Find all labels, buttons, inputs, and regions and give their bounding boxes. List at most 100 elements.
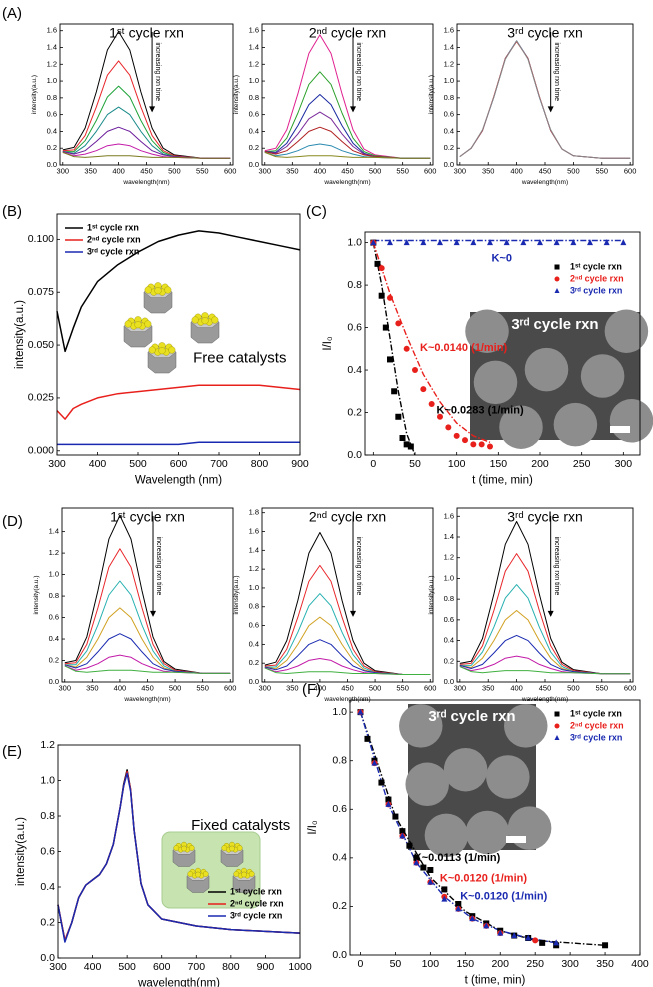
plot-frame <box>364 231 641 456</box>
data-point <box>462 437 468 444</box>
data-line <box>264 34 431 159</box>
data-line <box>264 667 431 675</box>
y-tick-label: 1.6 <box>47 26 57 35</box>
y-tick-label: 0.0 <box>40 952 55 964</box>
x-tick-label: 0 <box>358 958 364 970</box>
x-tick-label: 500 <box>369 684 382 693</box>
y-tick-label: 0.6 <box>40 845 55 857</box>
data-point <box>470 441 477 448</box>
x-tick-label: 400 <box>112 167 125 176</box>
x-tick-label: 400 <box>631 958 649 970</box>
inset-particle <box>553 402 598 447</box>
particle <box>191 316 199 324</box>
y-tick-label: 1.4 <box>47 42 57 51</box>
data-line <box>459 553 631 675</box>
x-tick-label: 600 <box>424 684 437 693</box>
chart-title: 1ˢᵗ cycle rxn <box>110 509 185 525</box>
y-tick-label: 1.0 <box>249 583 259 592</box>
x-tick-label: 900 <box>291 458 309 470</box>
x-tick-label: 700 <box>210 458 228 470</box>
panel-label: (B) <box>2 203 22 220</box>
y-axis-label: intensity(a.u.) <box>428 575 435 614</box>
data-point <box>532 937 539 944</box>
data-line <box>264 639 431 675</box>
panel-label: (E) <box>2 743 22 760</box>
data-point <box>427 878 434 885</box>
data-point <box>570 239 577 246</box>
x-tick-label: 600 <box>624 167 637 176</box>
legend-marker <box>554 711 560 717</box>
x-tick-label: 450 <box>141 684 154 693</box>
x-tick-label: 400 <box>114 684 127 693</box>
x-tick-label: 300 <box>57 167 70 176</box>
y-tick-label: 1.0 <box>40 774 55 786</box>
y-tick-label: 0.6 <box>332 803 347 815</box>
arrow-head <box>350 610 357 617</box>
data-point <box>378 292 385 299</box>
x-tick-label: 400 <box>314 684 327 693</box>
inset-particle <box>465 309 509 353</box>
y-tick-label: 1.6 <box>444 511 454 520</box>
inset-particle <box>507 806 552 850</box>
catalyst-icon <box>172 841 196 867</box>
particle <box>173 845 180 851</box>
arrow-label: increasing rxn time <box>355 42 362 101</box>
y-tick-label: 0.4 <box>47 126 57 135</box>
data-line <box>57 441 300 446</box>
y-tick-label: 0.4 <box>49 634 59 643</box>
y-tick-label: 1.4 <box>49 527 59 536</box>
data-point <box>387 356 393 363</box>
data-point <box>437 413 443 420</box>
y-tick-label: 1.0 <box>444 76 454 85</box>
plot-frame <box>56 213 301 456</box>
particle <box>221 845 228 851</box>
x-tick-label: 250 <box>526 958 544 970</box>
y-tick-label: 0.8 <box>249 602 259 611</box>
y-tick-label: 0.6 <box>347 321 362 333</box>
x-tick-label: 250 <box>573 458 591 470</box>
y-tick-label: 0.4 <box>444 126 454 135</box>
plot-frame <box>61 507 234 683</box>
data-point <box>392 813 399 820</box>
y-tick-label: 1.2 <box>47 59 57 68</box>
data-line <box>56 384 301 420</box>
y-tick-label: 0.2 <box>49 656 59 665</box>
y-tick-label: 1.4 <box>249 42 259 51</box>
data-line <box>459 521 631 675</box>
inset-particle <box>473 360 518 405</box>
data-point <box>487 443 493 450</box>
data-point <box>413 854 420 861</box>
data-line <box>62 126 231 159</box>
data-line <box>459 40 631 159</box>
annotation: Fixed catalysts <box>191 817 290 834</box>
x-tick-label: 0 <box>370 458 376 470</box>
data-point <box>357 708 364 715</box>
x-tick-label: 550 <box>396 167 409 176</box>
data-point <box>483 922 490 929</box>
x-tick-label: 600 <box>624 684 637 693</box>
fit-line <box>359 711 606 946</box>
y-axis-label: intensity(a.u.) <box>233 575 240 614</box>
data-point <box>620 239 627 246</box>
y-tick-label: 0.2 <box>249 143 259 152</box>
x-axis-label: wavelength(nm) <box>123 696 170 703</box>
x-axis-label: wavelength(nm) <box>137 978 220 987</box>
data-line <box>264 126 431 159</box>
data-point <box>387 294 393 301</box>
x-tick-label: 550 <box>196 167 209 176</box>
y-tick-label: 0.6 <box>444 110 454 119</box>
y-tick-label: 1.0 <box>347 236 362 248</box>
y-tick-label: 0.4 <box>249 639 259 648</box>
data-point <box>455 901 462 907</box>
y-tick-label: 0.075 <box>28 286 54 298</box>
fit-line <box>372 242 416 456</box>
y-tick-label: 1.2 <box>40 739 55 751</box>
x-tick-label: 300 <box>561 958 579 970</box>
particle <box>241 871 247 878</box>
legend-label: 2ⁿᵈ cycle rxn <box>570 720 624 730</box>
y-tick-label: 0.8 <box>444 93 454 102</box>
x-tick-label: 150 <box>457 958 475 970</box>
chart-title: 3ʳᵈ cycle rxn <box>507 509 583 525</box>
x-tick-label: 300 <box>259 684 272 693</box>
data-point <box>602 942 609 949</box>
